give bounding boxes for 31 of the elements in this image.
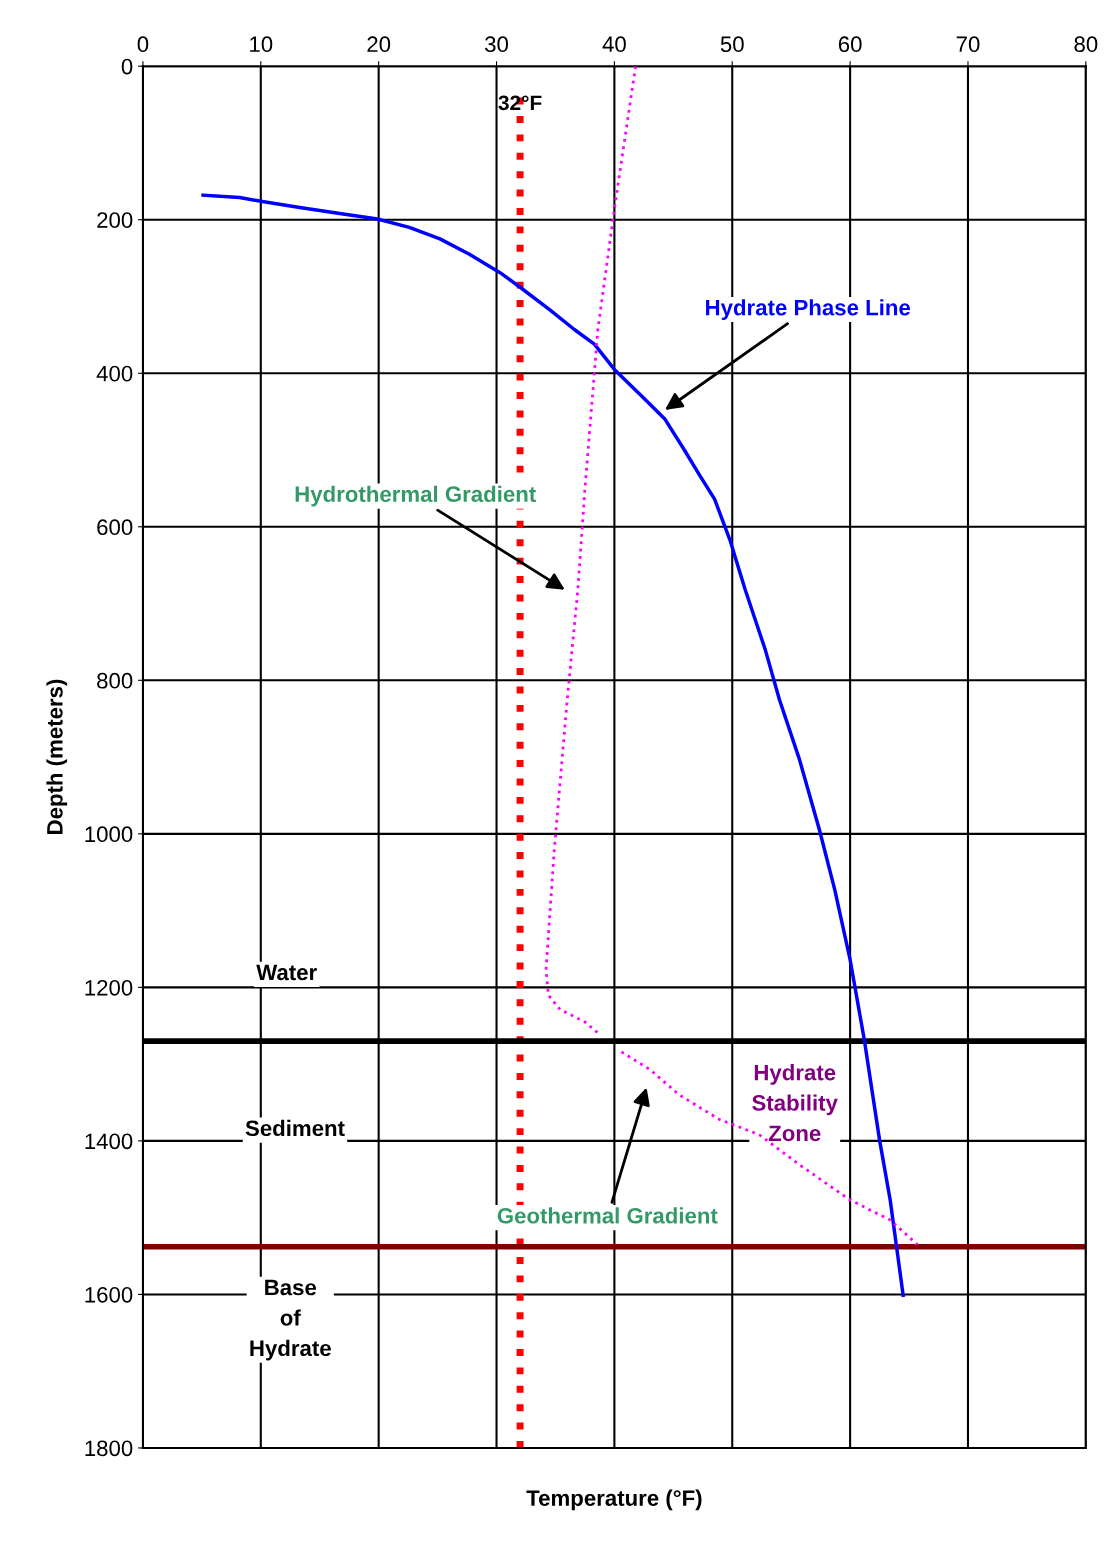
x-tick-label: 80 [1074, 36, 1098, 53]
y-tick-label: 200 [97, 212, 133, 228]
annotation: Sediment [245, 1119, 345, 1137]
annotation: Geothermal Gradient [497, 1207, 718, 1224]
y-tick-label: 400 [96, 365, 133, 382]
y-axis-title: Depth (meters) [46, 679, 68, 834]
annotation: Hydrothermal Gradient [295, 485, 536, 507]
y-tick-label: 0 [121, 58, 133, 75]
y-tick-label: 1800 [85, 1440, 133, 1457]
y-tick-label: 600 [97, 519, 133, 536]
y-tick-label: 1400 [85, 1133, 133, 1150]
annotation: Water [256, 964, 317, 981]
x-axis-title: Temperature (°F) [526, 1489, 702, 1511]
annotation: Hydrate Phase Line [706, 299, 911, 320]
x-tick-label: 60 [838, 36, 862, 53]
y-tick-label: 800 [97, 672, 133, 689]
line-series [620, 1050, 919, 1246]
annotation: Base of Hydrate [250, 1279, 331, 1361]
ref-line-label: 32°F [498, 95, 542, 111]
x-tick-label: 70 [956, 36, 980, 53]
x-tick-label: 0 [137, 36, 149, 53]
y-tick-label: 1000 [85, 826, 133, 843]
y-tick-label: 1600 [85, 1286, 133, 1303]
x-tick-label: 10 [250, 36, 273, 53]
y-tick-label: 1200 [85, 979, 133, 996]
annotation: Hydrate Stability Zone [752, 1064, 838, 1142]
x-tick-label: 30 [485, 36, 509, 53]
x-tick-label: 50 [720, 36, 744, 53]
x-tick-label: 20 [367, 36, 391, 53]
x-tick-label: 40 [602, 36, 626, 53]
line-series [544, 66, 637, 1037]
